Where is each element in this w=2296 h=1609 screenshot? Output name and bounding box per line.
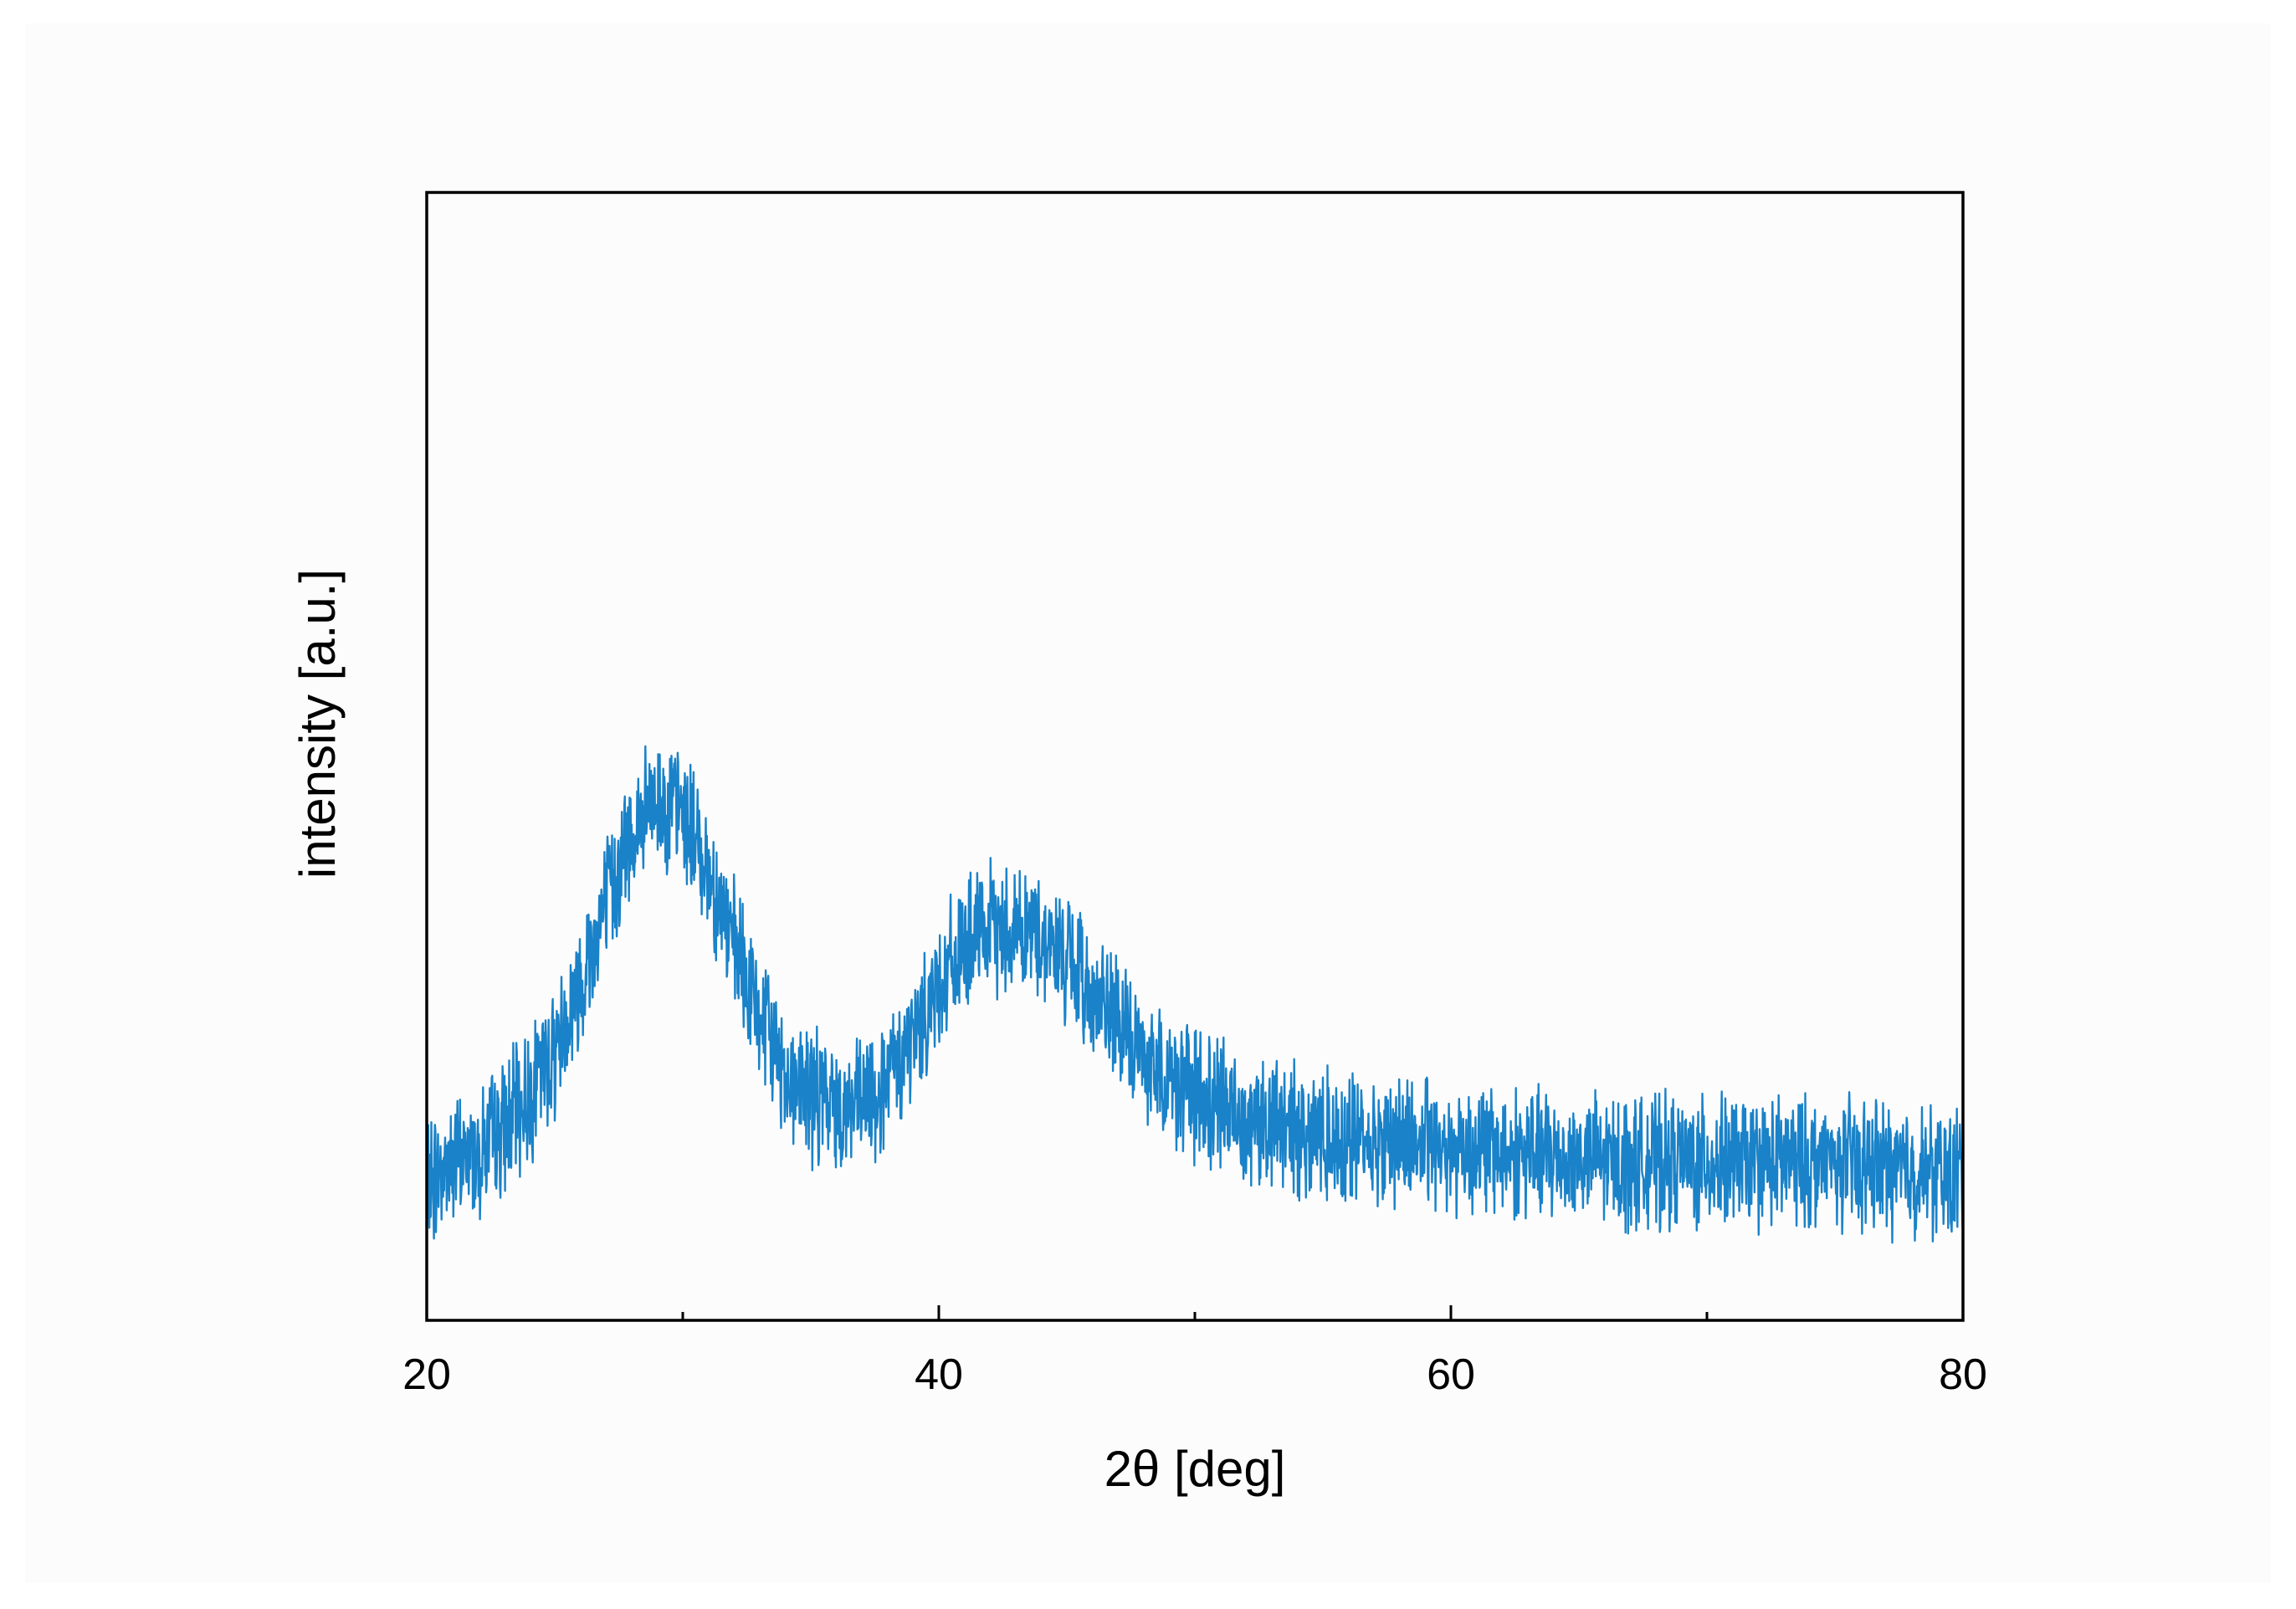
y-axis-label: intensity [a.u.] <box>290 569 346 879</box>
x-axis-label: 2θ [deg] <box>1104 1441 1286 1497</box>
x-tick-label: 40 <box>915 1350 963 1399</box>
plot-area <box>425 191 1965 1322</box>
x-tick-label: 60 <box>1427 1350 1475 1399</box>
x-tick-label: 80 <box>1939 1350 1987 1399</box>
x-axis-ticks <box>425 1305 1965 1320</box>
series-intensity-line <box>425 745 1965 1244</box>
x-axis-tick-labels: 20 40 60 80 <box>402 1350 1987 1399</box>
x-tick-label: 20 <box>402 1350 451 1399</box>
